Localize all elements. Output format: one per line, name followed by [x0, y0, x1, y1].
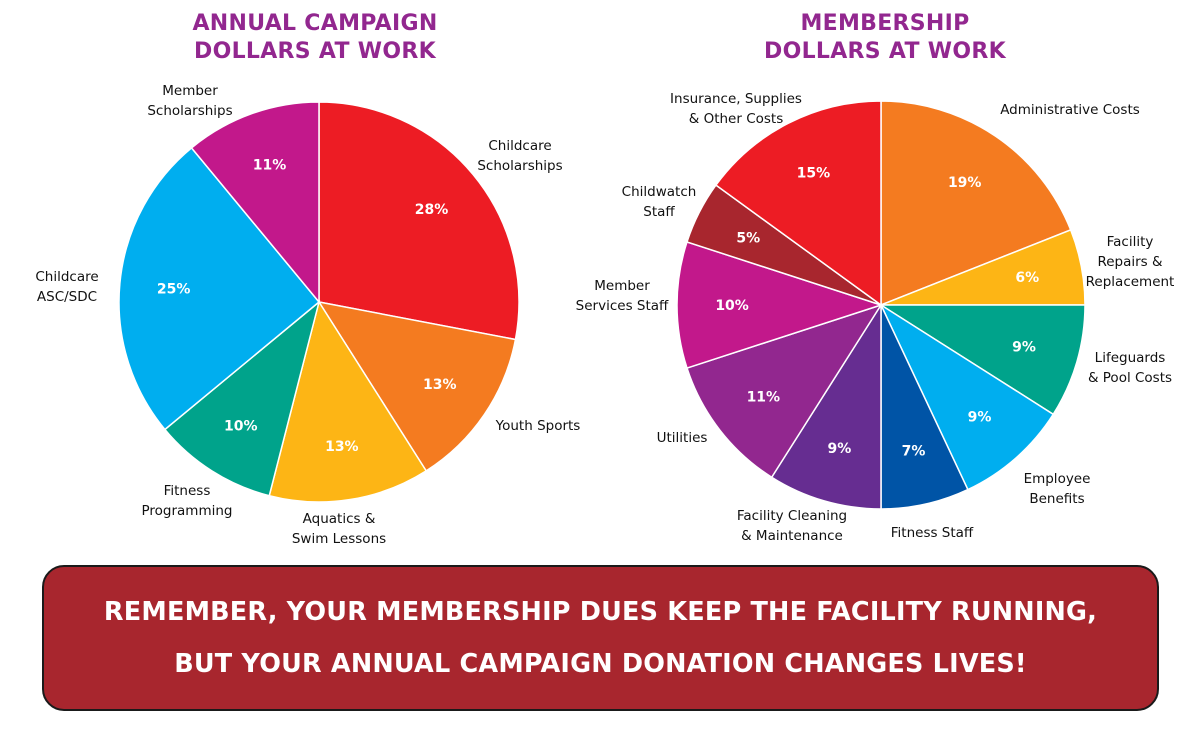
- membership-slice-8-percent: 5%: [736, 230, 760, 246]
- annual-slice-5-percent: 11%: [253, 158, 287, 174]
- membership-title-line2: DOLLARS AT WORK: [764, 39, 1006, 64]
- membership-slice-1-percent: 6%: [1015, 270, 1039, 286]
- membership-slice-4-percent: 7%: [902, 443, 926, 459]
- membership-slice-3-percent: 9%: [968, 410, 992, 426]
- membership-slice-9-label: Insurance, Supplies & Other Costs: [670, 91, 802, 127]
- annual-slice-4: [118, 146, 321, 431]
- membership-slice-7-label: Member Services Staff: [576, 278, 669, 314]
- annual-slice-3-label: Fitness Programming: [142, 483, 233, 519]
- annual-campaign-title-line1: ANNUAL CAMPAIGN: [192, 11, 438, 36]
- membership-slice-3-label: Employee Benefits: [1024, 471, 1091, 507]
- membership-slice-6-label: Utilities: [657, 430, 708, 446]
- annual-slice-0: [318, 101, 520, 341]
- membership-slice-0: [880, 100, 1072, 307]
- banner-line2: BUT YOUR ANNUAL CAMPAIGN DONATION CHANGE…: [174, 649, 1027, 679]
- annual-slice-2-label: Aquatics & Swim Lessons: [292, 511, 386, 547]
- membership-slice-7-percent: 10%: [715, 298, 749, 314]
- membership-slice-6: [686, 303, 883, 479]
- membership-slice-1-label: Facility Repairs & Replacement: [1086, 234, 1175, 290]
- annual-slice-0-percent: 28%: [415, 202, 449, 218]
- annual-slice-1-percent: 13%: [423, 377, 457, 393]
- membership-slice-2-percent: 9%: [1012, 340, 1036, 356]
- annual-slice-4-percent: 25%: [157, 281, 191, 297]
- annual-slice-0-label: Childcare Scholarships: [477, 138, 562, 174]
- annual-campaign-title-line2: DOLLARS AT WORK: [194, 39, 436, 64]
- membership-title: MEMBERSHIP DOLLARS AT WORK: [735, 10, 1035, 66]
- membership-slice-5: [770, 302, 882, 510]
- annual-slice-2: [268, 300, 428, 503]
- annual-slice-3-percent: 10%: [224, 418, 258, 434]
- membership-slice-5-label: Facility Cleaning & Maintenance: [737, 508, 847, 544]
- annual-slice-5-label: Member Scholarships: [147, 83, 232, 119]
- membership-slice-2: [878, 304, 1086, 416]
- membership-slice-3: [879, 302, 1055, 491]
- membership-slice-2-label: Lifeguards & Pool Costs: [1088, 350, 1172, 386]
- membership-slice-5-percent: 9%: [828, 441, 852, 457]
- annual-slice-5: [190, 101, 320, 305]
- membership-slice-8-label: Childwatch Staff: [622, 184, 697, 220]
- membership-slice-0-label: Administrative Costs: [1000, 102, 1140, 118]
- membership-title-line1: MEMBERSHIP: [800, 11, 970, 36]
- membership-slice-7: [676, 241, 884, 369]
- reminder-banner: REMEMBER, YOUR MEMBERSHIP DUES KEEP THE …: [42, 565, 1159, 711]
- membership-slice-0-percent: 19%: [948, 175, 982, 191]
- membership-slice-4-label: Fitness Staff: [891, 525, 974, 541]
- annual-slice-2-percent: 13%: [325, 439, 359, 455]
- membership-slice-9: [714, 100, 882, 307]
- annual-slice-4-label: Childcare ASC/SDC: [35, 269, 98, 305]
- membership-slice-6-percent: 11%: [747, 389, 781, 405]
- annual-slice-3: [163, 299, 321, 497]
- pie-charts: 28% Childcare Scholarships 13% Youth Sports 1…: [35, 83, 1175, 547]
- annual-slice-1-label: Youth Sports: [495, 418, 581, 434]
- membership-slice-9-percent: 15%: [797, 165, 831, 181]
- annual-campaign-title: ANNUAL CAMPAIGN DOLLARS AT WORK: [165, 10, 465, 66]
- banner-line1: REMEMBER, YOUR MEMBERSHIP DUES KEEP THE …: [103, 597, 1098, 627]
- annual-slice-1: [317, 300, 517, 472]
